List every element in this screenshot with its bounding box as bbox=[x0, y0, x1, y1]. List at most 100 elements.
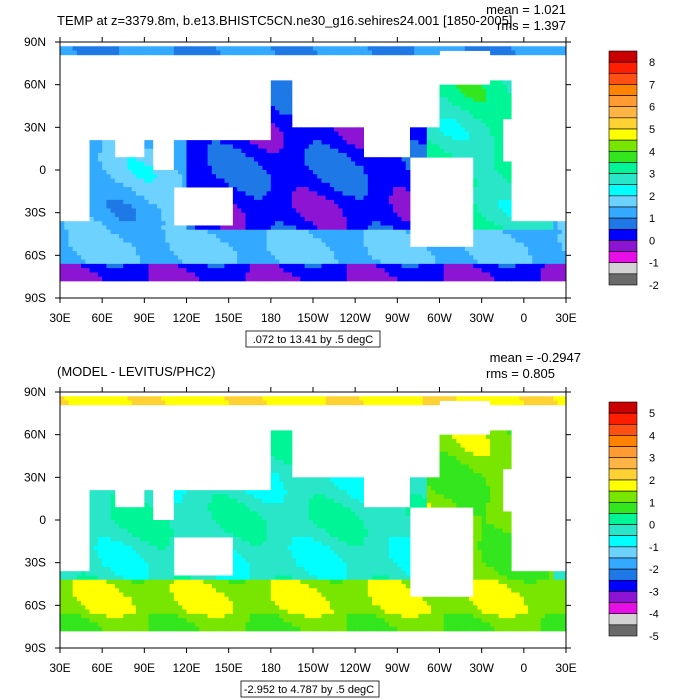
field-cell bbox=[473, 204, 478, 209]
field-cell bbox=[452, 106, 457, 111]
field-cell bbox=[426, 127, 432, 132]
field-cell bbox=[253, 140, 259, 145]
field-cell bbox=[97, 272, 103, 278]
field-cell bbox=[68, 50, 74, 56]
field-cell bbox=[308, 131, 314, 137]
colorbar-box bbox=[608, 50, 638, 63]
field-cell bbox=[477, 84, 483, 90]
field-cell bbox=[401, 221, 407, 226]
field-cell bbox=[435, 490, 440, 495]
field-cell bbox=[473, 520, 478, 525]
field-cell bbox=[275, 208, 280, 214]
field-cell bbox=[380, 234, 386, 239]
field-cell bbox=[409, 50, 415, 56]
field-cell bbox=[553, 46, 558, 51]
field-cell bbox=[439, 255, 445, 260]
field-cell bbox=[287, 93, 293, 98]
field-cell bbox=[216, 400, 221, 406]
field-cell bbox=[283, 473, 289, 478]
field-cell bbox=[481, 276, 487, 282]
field-cell bbox=[469, 46, 474, 51]
field-cell bbox=[190, 251, 196, 256]
field-cell bbox=[287, 438, 293, 444]
field-cell bbox=[494, 485, 499, 491]
field-cell bbox=[350, 50, 356, 56]
field-cell bbox=[270, 498, 276, 504]
field-cell bbox=[114, 50, 120, 56]
field-cell bbox=[165, 216, 171, 222]
field-cell bbox=[317, 498, 322, 504]
field-cell bbox=[498, 170, 504, 175]
field-cell bbox=[464, 135, 470, 141]
field-cell bbox=[350, 396, 356, 401]
field-cell bbox=[287, 494, 293, 500]
field-cell bbox=[60, 46, 65, 51]
field-cell bbox=[110, 225, 116, 231]
field-cell bbox=[506, 187, 512, 192]
field-cell bbox=[279, 468, 284, 474]
field-cell bbox=[439, 272, 445, 278]
field-cell bbox=[258, 524, 263, 529]
field-cell bbox=[224, 396, 230, 401]
field-cell bbox=[224, 178, 230, 184]
field-cell bbox=[135, 178, 141, 184]
field-cell bbox=[405, 234, 411, 239]
field-cell bbox=[308, 178, 314, 184]
field-cell bbox=[106, 182, 111, 188]
field-cell bbox=[359, 490, 364, 495]
field-cell bbox=[359, 127, 364, 132]
field-cell bbox=[140, 161, 145, 167]
field-cell bbox=[186, 502, 192, 508]
field-cell bbox=[317, 174, 322, 179]
field-cell bbox=[279, 221, 284, 226]
field-cell bbox=[203, 272, 208, 278]
field-cell bbox=[228, 251, 234, 256]
field-cell bbox=[469, 101, 474, 107]
field-cell bbox=[207, 524, 213, 529]
field-cell bbox=[89, 46, 95, 51]
field-cell bbox=[313, 178, 318, 184]
field-cell bbox=[460, 106, 466, 111]
field-cell bbox=[485, 263, 491, 269]
field-cell bbox=[275, 191, 280, 196]
field-cell bbox=[308, 152, 314, 158]
field-cell bbox=[502, 80, 508, 86]
field-cell bbox=[131, 246, 137, 252]
field-cell bbox=[93, 263, 99, 269]
field-cell bbox=[283, 127, 289, 132]
colorbar-box bbox=[608, 150, 638, 163]
field-cell bbox=[279, 276, 284, 282]
field-cell bbox=[506, 438, 512, 444]
field-cell bbox=[346, 242, 352, 248]
field-cell bbox=[397, 191, 402, 196]
field-cell bbox=[135, 216, 141, 222]
field-cell bbox=[190, 490, 196, 495]
field-cell bbox=[106, 187, 111, 192]
field-cell bbox=[363, 199, 369, 205]
field-cell bbox=[266, 174, 272, 179]
field-cell bbox=[376, 511, 381, 517]
field-cell bbox=[464, 502, 470, 508]
field-cell bbox=[456, 447, 461, 453]
field-cell bbox=[393, 238, 398, 243]
field-cell bbox=[89, 187, 95, 192]
field-cell bbox=[97, 268, 103, 273]
field-cell bbox=[262, 225, 268, 231]
field-cell bbox=[502, 229, 508, 235]
field-cell bbox=[68, 276, 74, 282]
field-cell bbox=[334, 268, 339, 273]
field-cell bbox=[144, 187, 149, 192]
field-cell bbox=[156, 212, 162, 218]
field-cell bbox=[258, 191, 263, 196]
field-cell bbox=[76, 396, 82, 401]
field-cell bbox=[266, 157, 272, 162]
field-cell bbox=[553, 50, 558, 56]
field-cell bbox=[161, 178, 166, 184]
field-cell bbox=[536, 263, 542, 269]
field-cell bbox=[502, 221, 508, 226]
field-cell bbox=[409, 481, 415, 487]
field-cell bbox=[241, 216, 246, 222]
field-cell bbox=[279, 195, 284, 201]
field-cell bbox=[114, 515, 120, 521]
field-cell bbox=[283, 195, 289, 201]
